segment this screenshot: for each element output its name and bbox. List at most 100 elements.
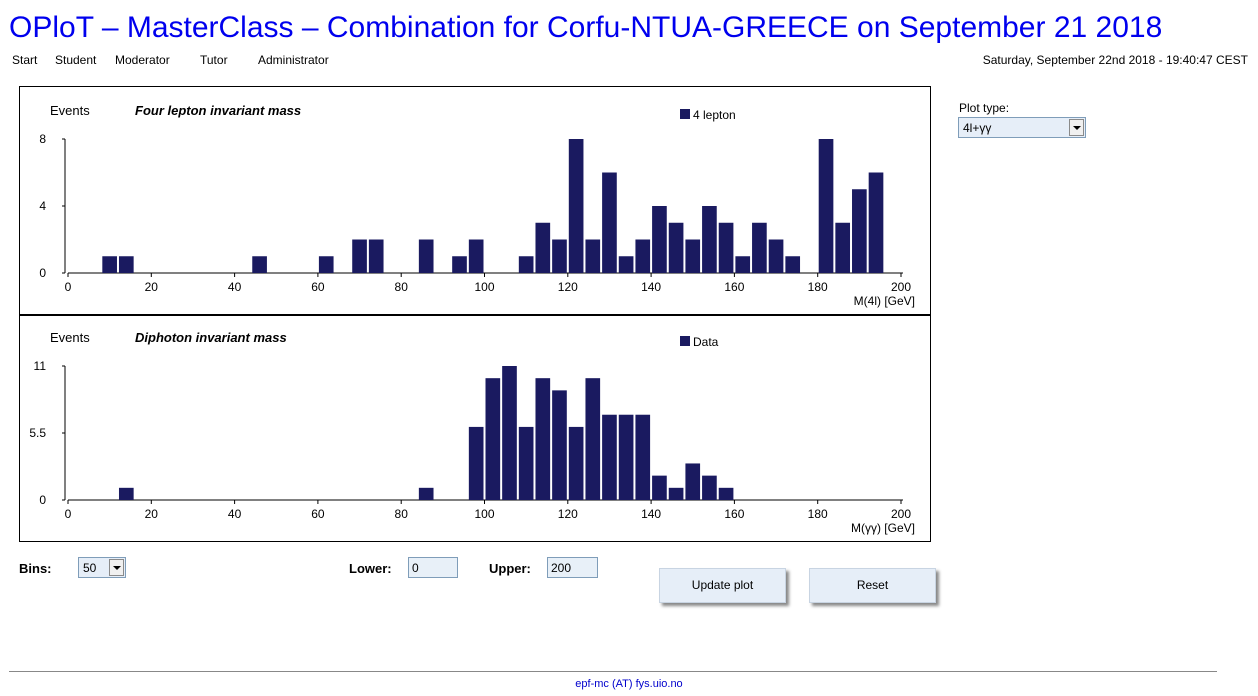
histogram-bar bbox=[785, 256, 801, 273]
histogram-bar bbox=[602, 414, 617, 500]
x-tick-label: 160 bbox=[724, 280, 744, 294]
histogram-bar bbox=[552, 239, 567, 273]
histogram-bar bbox=[102, 256, 117, 273]
histogram-bar bbox=[702, 206, 717, 273]
plot-divider bbox=[20, 314, 930, 316]
histogram-bar bbox=[352, 239, 367, 273]
chevron-down-icon[interactable] bbox=[109, 559, 124, 576]
plot-type-label: Plot type: bbox=[959, 101, 1010, 115]
histogram-bar bbox=[585, 378, 601, 500]
nav-tutor[interactable]: Tutor bbox=[200, 53, 228, 67]
datetime: Saturday, September 22nd 2018 - 19:40:47… bbox=[982, 53, 1248, 67]
plot-type-value: 4l+γγ bbox=[963, 121, 992, 135]
histogram-bar bbox=[635, 239, 651, 273]
upper-label: Upper: bbox=[489, 561, 531, 576]
nav-start[interactable]: Start bbox=[12, 53, 38, 67]
histogram-bar bbox=[685, 239, 701, 273]
lower-label: Lower: bbox=[349, 561, 392, 576]
histogram-bar bbox=[868, 172, 884, 273]
histogram-bar bbox=[502, 366, 517, 500]
bins-value: 50 bbox=[83, 561, 97, 575]
lower-input[interactable]: 0 bbox=[408, 557, 458, 578]
x-tick-label: 200 bbox=[891, 507, 911, 521]
x-tick-label: 100 bbox=[474, 507, 494, 521]
footer-contact[interactable]: epf-mc (AT) fys.uio.no bbox=[575, 678, 683, 690]
histogram-bar bbox=[418, 487, 434, 500]
legend-swatch bbox=[680, 336, 690, 346]
x-axis-label: M(γγ) [GeV] bbox=[851, 521, 915, 535]
plot-type-select[interactable]: 4l+γγ bbox=[958, 117, 1086, 138]
x-tick-label: 100 bbox=[474, 280, 494, 294]
histogram-bar bbox=[535, 222, 551, 273]
nav-moderator[interactable]: Moderator bbox=[115, 53, 170, 67]
histogram-bar bbox=[485, 378, 501, 500]
nav-student[interactable]: Student bbox=[55, 53, 97, 67]
histogram-bar bbox=[852, 189, 867, 273]
histogram-bar bbox=[252, 256, 267, 273]
x-tick-label: 0 bbox=[65, 280, 72, 294]
footer-divider bbox=[9, 671, 1217, 672]
histogram-bar bbox=[452, 256, 467, 273]
x-tick-label: 140 bbox=[641, 507, 661, 521]
x-tick-label: 60 bbox=[311, 507, 325, 521]
histogram-bar bbox=[652, 206, 667, 273]
histogram-bar bbox=[718, 222, 734, 273]
x-tick-label: 20 bbox=[145, 507, 159, 521]
plot-panel bbox=[19, 86, 931, 542]
histogram-bar bbox=[468, 426, 484, 500]
y-tick-label: 8 bbox=[39, 132, 46, 146]
upper-input[interactable]: 200 bbox=[547, 557, 598, 578]
histogram-bar bbox=[735, 256, 751, 273]
histogram-bar bbox=[602, 172, 617, 273]
chevron-down-icon[interactable] bbox=[1069, 119, 1084, 136]
x-tick-label: 60 bbox=[311, 280, 325, 294]
update-plot-button[interactable]: Update plot bbox=[659, 568, 786, 603]
bins-select[interactable]: 50 bbox=[78, 557, 126, 578]
histogram-bar bbox=[818, 139, 834, 273]
x-tick-label: 180 bbox=[808, 507, 828, 521]
legend-label: 4 lepton bbox=[693, 108, 736, 122]
histogram-bar bbox=[118, 256, 134, 273]
histogram-bar bbox=[652, 475, 667, 500]
histogram-bar bbox=[618, 414, 634, 500]
x-tick-label: 0 bbox=[65, 507, 72, 521]
x-tick-label: 120 bbox=[558, 507, 578, 521]
legend-swatch bbox=[680, 109, 690, 119]
histogram-bar bbox=[618, 256, 634, 273]
histogram-bar bbox=[718, 487, 734, 500]
page-title: OPloT – MasterClass – Combination for Co… bbox=[9, 11, 1163, 44]
histogram-bar bbox=[568, 139, 584, 273]
x-tick-label: 160 bbox=[724, 507, 744, 521]
histogram-bar bbox=[518, 426, 534, 500]
y-axis-label: Events bbox=[50, 330, 90, 345]
histogram-bar bbox=[668, 487, 684, 500]
bins-label: Bins: bbox=[19, 561, 52, 576]
reset-button[interactable]: Reset bbox=[809, 568, 936, 603]
histogram-bar bbox=[568, 426, 584, 500]
chart-title: Diphoton invariant mass bbox=[135, 330, 287, 345]
histogram-bar bbox=[318, 256, 334, 273]
chart-title: Four lepton invariant mass bbox=[135, 103, 301, 118]
histogram-bar bbox=[368, 239, 384, 273]
y-tick-label: 4 bbox=[39, 199, 46, 213]
histogram-bar bbox=[635, 414, 651, 500]
histogram-bar bbox=[702, 475, 717, 500]
x-tick-label: 80 bbox=[395, 507, 409, 521]
histogram-bar bbox=[752, 222, 767, 273]
histogram-bar bbox=[685, 463, 701, 500]
histogram-charts: 0 20 40 60 80 100 120 140 160 180 200 0 4 8 Events Four… bbox=[29, 103, 915, 535]
x-tick-label: 180 bbox=[808, 280, 828, 294]
x-axis-label: M(4l) [GeV] bbox=[854, 294, 915, 308]
x-tick-label: 40 bbox=[228, 280, 242, 294]
x-tick-label: 200 bbox=[891, 280, 911, 294]
x-tick-label: 120 bbox=[558, 280, 578, 294]
histogram-bar bbox=[835, 222, 851, 273]
y-tick-label: 5.5 bbox=[29, 426, 46, 440]
y-axis-label: Events bbox=[50, 103, 90, 118]
histogram-bar bbox=[668, 222, 684, 273]
histogram-bar bbox=[518, 256, 534, 273]
histogram-bar bbox=[535, 378, 551, 500]
nav-administrator[interactable]: Administrator bbox=[258, 53, 329, 67]
y-tick-label: 0 bbox=[39, 493, 46, 507]
x-tick-label: 40 bbox=[228, 507, 242, 521]
